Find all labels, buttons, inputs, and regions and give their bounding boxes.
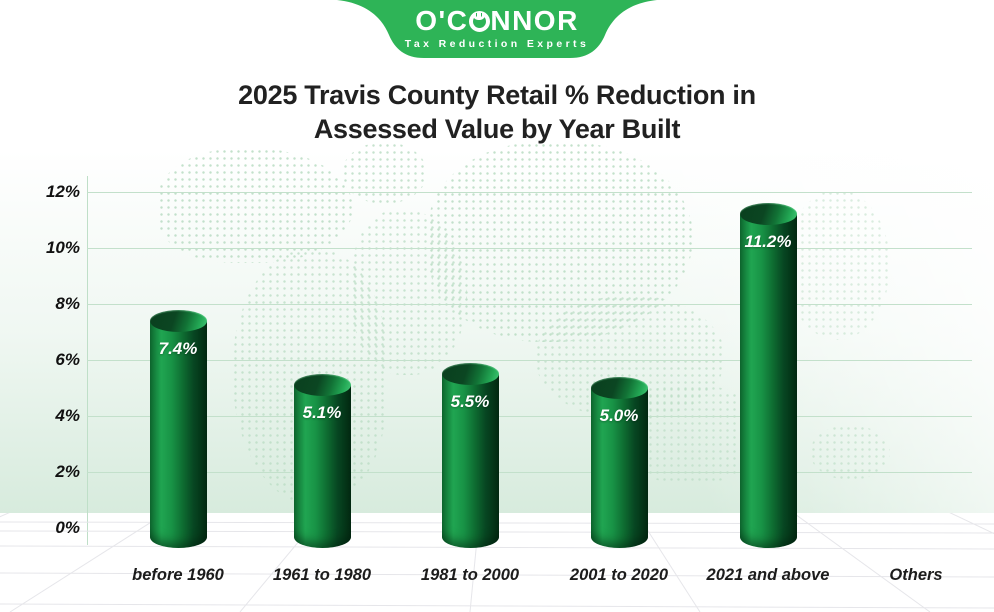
bar-top-ellipse <box>149 309 207 332</box>
x-category-label: before 1960 <box>132 566 224 584</box>
bar-body <box>590 388 648 548</box>
logo-badge-shape <box>337 0 657 58</box>
oconnor-logo: O'C NNOR Tax Reduction Experts <box>337 0 657 58</box>
x-category-label: 1981 to 2000 <box>420 566 520 584</box>
gridline <box>87 360 972 361</box>
bar-cylinder: 11.2% <box>739 203 797 548</box>
bar-value-label: 11.2% <box>744 232 792 252</box>
logo-brand-name: O'C NNOR <box>415 5 579 36</box>
gridline <box>87 472 972 473</box>
y-tick-label: 4% <box>55 406 80 425</box>
y-tick-label: 2% <box>55 462 80 481</box>
chart-title: 2025 Travis County Retail % Reduction in… <box>0 78 994 146</box>
bar-cylinder: 7.4% <box>149 309 207 548</box>
gridline <box>87 248 972 249</box>
bar-top-ellipse <box>739 203 797 226</box>
bar-body <box>441 374 499 548</box>
bar-value-label: 5.1% <box>302 403 342 423</box>
y-tick-label: 6% <box>55 350 80 369</box>
bar-body <box>739 214 797 548</box>
y-tick-label: 10% <box>45 238 80 257</box>
y-tick-label: 8% <box>55 294 80 313</box>
x-category-label: 2001 to 2020 <box>569 566 669 584</box>
chart-title-line1: 2025 Travis County Retail % Reduction in <box>238 80 756 110</box>
logo-tagline: Tax Reduction Experts <box>404 38 590 50</box>
bar-top-ellipse <box>293 374 351 397</box>
y-tick-label: 0% <box>55 518 80 537</box>
gridline <box>87 416 972 417</box>
x-category-label: 1961 to 1980 <box>272 566 372 584</box>
gridline <box>87 192 972 193</box>
bar-value-label: 5.5% <box>450 392 490 411</box>
bar-value-label: 7.4% <box>158 338 198 358</box>
bar-value-label: 5.0% <box>599 406 639 425</box>
bar-cylinder: 5.5% <box>441 363 499 548</box>
gridline <box>87 304 972 305</box>
bar-top-ellipse <box>441 363 499 385</box>
logo-ruler-o-icon <box>468 10 490 32</box>
bar-body <box>149 320 207 548</box>
logo-text: O'C NNOR Tax Reduction Experts <box>337 5 657 51</box>
bar-body <box>293 385 351 548</box>
bar-top-ellipse <box>590 377 648 399</box>
x-category-label: Others <box>889 566 943 584</box>
bar-cylinder: 5.0% <box>590 377 648 548</box>
x-category-label: 2021 and above <box>706 566 830 584</box>
bar-cylinder: 5.1% <box>293 374 351 548</box>
chart-title-line2: Assessed Value by Year Built <box>313 114 681 144</box>
y-tick-label: 12% <box>45 182 80 201</box>
